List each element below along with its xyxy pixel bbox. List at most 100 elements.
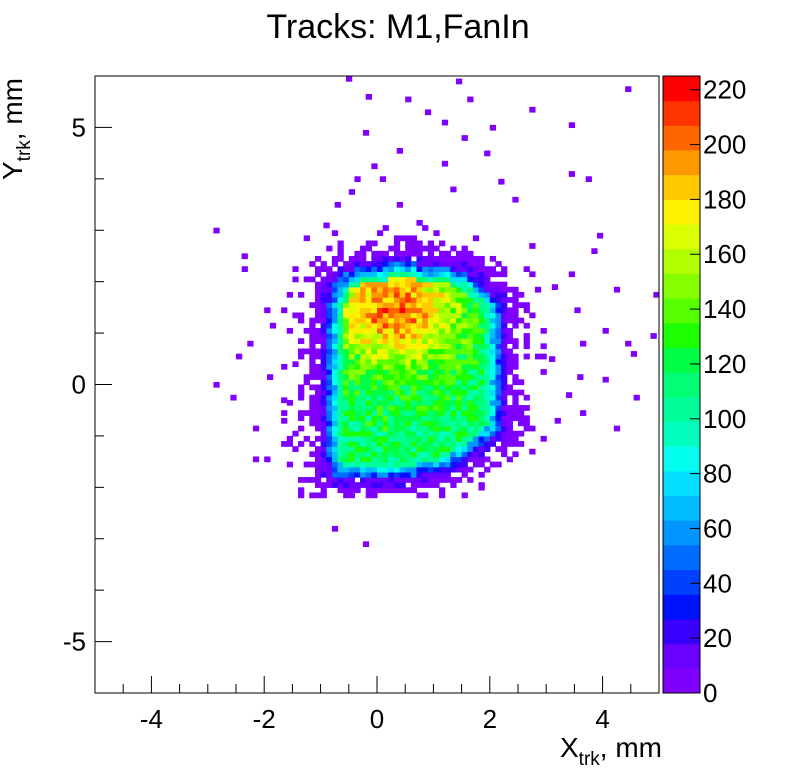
heatmap-bin bbox=[489, 410, 497, 416]
heatmap-bin bbox=[393, 482, 401, 488]
heatmap-bin bbox=[337, 338, 344, 344]
heatmap-bin bbox=[320, 322, 327, 329]
heatmap-bin bbox=[365, 317, 372, 324]
heatmap-bin bbox=[478, 317, 485, 324]
heatmap-bin bbox=[444, 333, 451, 339]
heatmap-bin bbox=[495, 374, 502, 380]
heatmap-bin bbox=[320, 343, 327, 350]
heatmap-bin bbox=[472, 266, 480, 272]
heatmap-bin bbox=[495, 302, 502, 308]
heatmap-bin bbox=[461, 441, 468, 447]
heatmap-bin bbox=[467, 410, 474, 416]
heatmap-bin bbox=[422, 482, 429, 488]
heatmap-bin bbox=[478, 420, 485, 427]
heatmap-bin bbox=[467, 466, 474, 473]
heatmap-bin bbox=[450, 461, 457, 468]
heatmap-bin bbox=[450, 410, 457, 416]
heatmap-bin bbox=[388, 389, 395, 396]
heatmap-bin bbox=[489, 286, 497, 293]
heatmap-bin bbox=[309, 451, 316, 458]
heatmap-bin bbox=[393, 312, 401, 319]
heatmap-bin bbox=[314, 333, 322, 339]
heatmap-bin bbox=[540, 343, 547, 350]
heatmap-bin bbox=[314, 286, 322, 293]
heatmap-bin bbox=[405, 281, 412, 288]
heatmap-bin bbox=[467, 456, 474, 463]
heatmap-bin bbox=[478, 425, 485, 432]
heatmap-bin bbox=[298, 492, 305, 499]
heatmap-bin bbox=[450, 261, 457, 267]
heatmap-bin bbox=[382, 487, 389, 494]
heatmap-bin bbox=[433, 333, 440, 339]
heatmap-bin bbox=[512, 312, 519, 319]
color-scale-swatch bbox=[663, 470, 700, 497]
heatmap-bin bbox=[416, 250, 423, 257]
heatmap-bin bbox=[444, 420, 451, 427]
heatmap-bin bbox=[337, 389, 344, 396]
heatmap-bin bbox=[326, 348, 333, 355]
heatmap-bin bbox=[467, 348, 474, 355]
heatmap-bin bbox=[337, 312, 344, 319]
heatmap-bin bbox=[410, 261, 418, 267]
heatmap-bin bbox=[410, 276, 418, 283]
heatmap-bin bbox=[388, 333, 395, 339]
heatmap-bin bbox=[444, 374, 451, 380]
heatmap-bin bbox=[489, 399, 497, 406]
color-scale-swatch bbox=[663, 618, 700, 645]
heatmap-bin bbox=[360, 451, 367, 458]
heatmap-bin bbox=[314, 405, 322, 411]
heatmap-bin bbox=[343, 441, 350, 447]
heatmap-bin bbox=[495, 446, 502, 452]
heatmap-bin bbox=[506, 420, 513, 427]
heatmap-bin bbox=[320, 369, 327, 375]
heatmap-bin bbox=[323, 222, 330, 229]
heatmap-bin bbox=[444, 358, 451, 365]
heatmap-bin bbox=[433, 384, 440, 391]
heatmap-bin bbox=[455, 441, 463, 447]
heatmap-bin bbox=[388, 255, 395, 262]
heatmap-bin bbox=[478, 343, 485, 350]
heatmap-bin bbox=[382, 430, 389, 437]
heatmap-bin bbox=[410, 343, 418, 350]
heatmap-bin bbox=[439, 358, 446, 365]
heatmap-bin bbox=[309, 327, 316, 334]
heatmap-bin bbox=[360, 353, 367, 360]
heatmap-bin bbox=[410, 389, 418, 396]
heatmap-bin bbox=[382, 420, 389, 427]
heatmap-bin bbox=[433, 297, 440, 303]
heatmap-bin bbox=[512, 430, 519, 437]
heatmap-bin bbox=[393, 466, 401, 473]
heatmap-bin bbox=[484, 297, 491, 303]
x-tick-label: 0 bbox=[370, 704, 384, 734]
heatmap-bin bbox=[427, 291, 434, 298]
heatmap-bin bbox=[348, 466, 356, 473]
heatmap-bin bbox=[303, 477, 310, 483]
heatmap-bin bbox=[314, 446, 322, 452]
heatmap-bin bbox=[444, 271, 451, 278]
heatmap-bin bbox=[444, 281, 451, 288]
heatmap-bin bbox=[439, 312, 446, 319]
heatmap-bin bbox=[393, 441, 401, 447]
heatmap-bin bbox=[365, 363, 372, 370]
heatmap-bin bbox=[354, 261, 361, 267]
heatmap-bin bbox=[314, 307, 322, 314]
heatmap-bin bbox=[427, 384, 434, 391]
heatmap-bin bbox=[484, 281, 491, 288]
heatmap-bin bbox=[461, 384, 468, 391]
heatmap-bin bbox=[484, 446, 491, 452]
heatmap-bin bbox=[326, 353, 333, 360]
heatmap-bin bbox=[467, 338, 474, 344]
heatmap-bin bbox=[362, 129, 370, 136]
heatmap-bin bbox=[371, 482, 378, 488]
heatmap-bin bbox=[348, 338, 356, 344]
heatmap-bin bbox=[309, 384, 316, 391]
heatmap-bin bbox=[337, 322, 344, 329]
color-scale-tick-label: 160 bbox=[703, 239, 746, 269]
heatmap-bin bbox=[501, 327, 508, 334]
heatmap-bin bbox=[371, 322, 378, 329]
heatmap-bin bbox=[472, 399, 480, 406]
heatmap-bin bbox=[467, 317, 474, 324]
heatmap-bin bbox=[410, 250, 418, 257]
heatmap-bin bbox=[472, 255, 480, 262]
heatmap-bin bbox=[388, 261, 395, 267]
